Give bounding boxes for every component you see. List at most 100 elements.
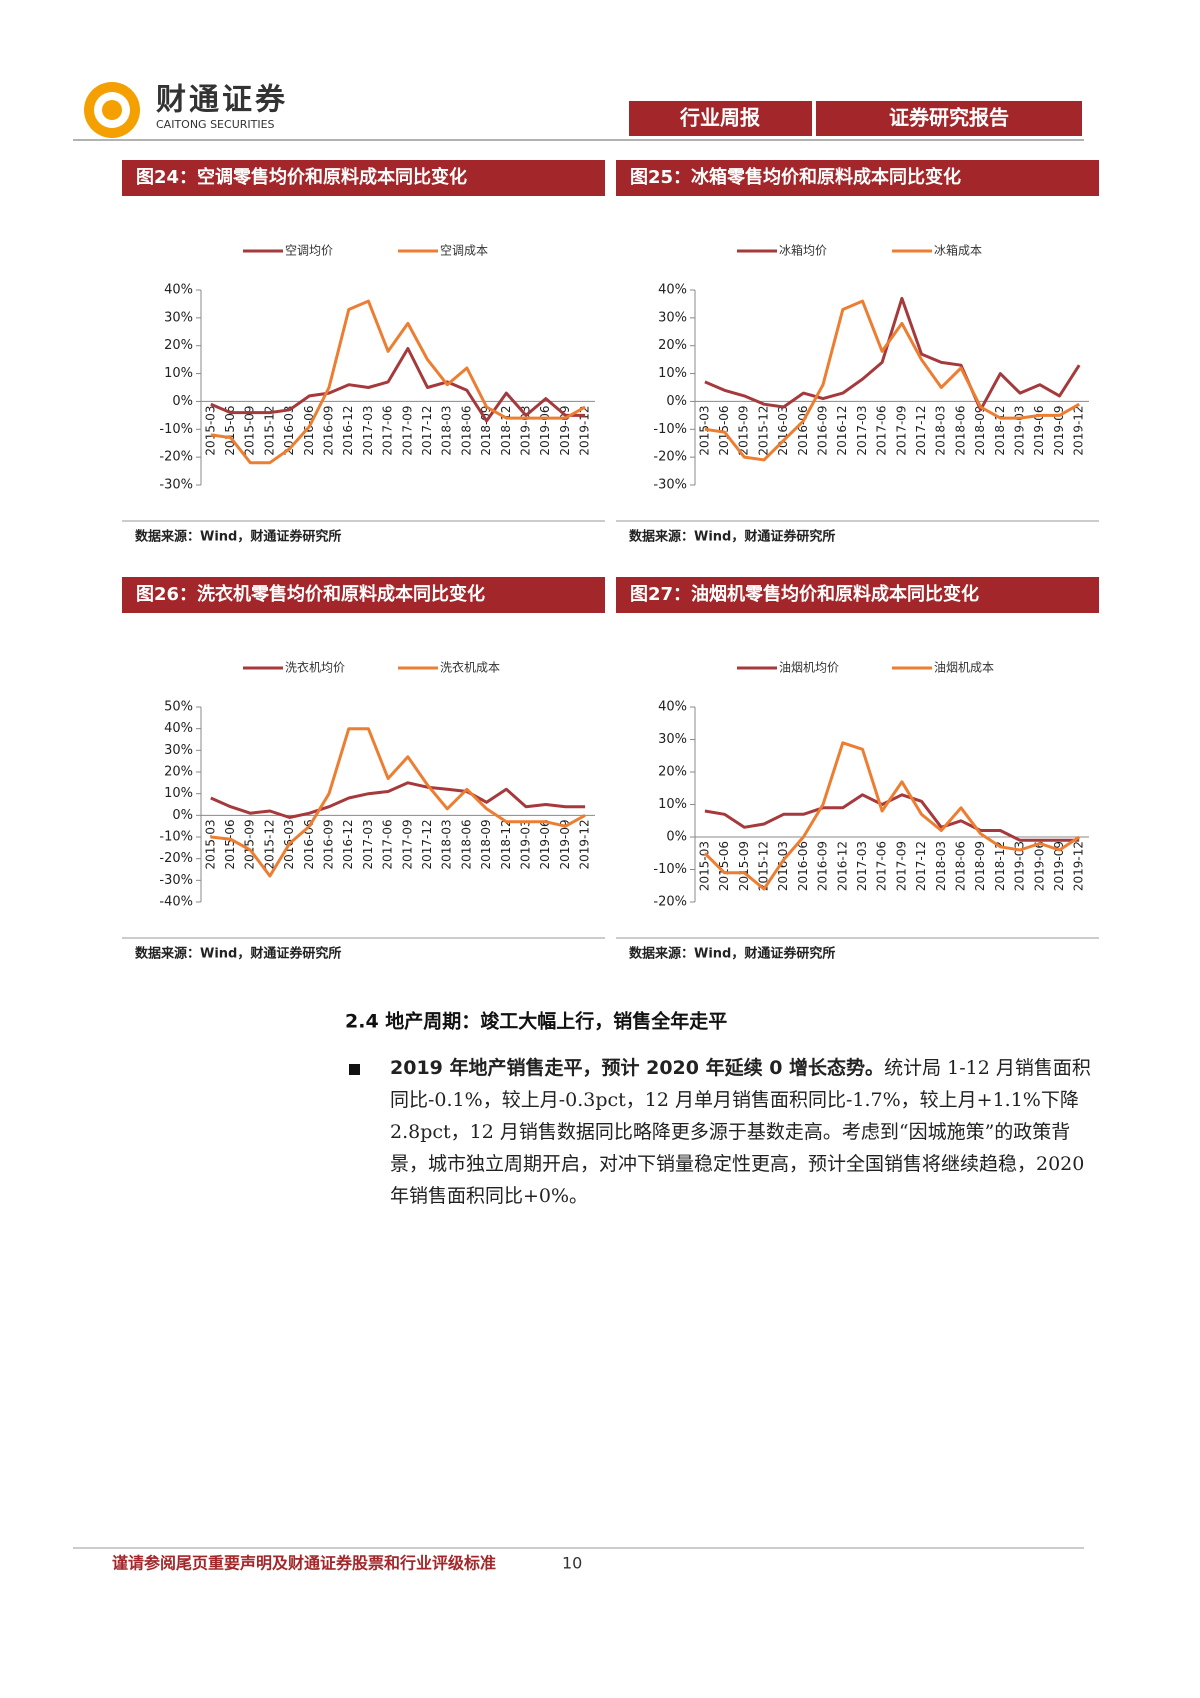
x-tick-label: 2016-12: [341, 819, 355, 869]
y-tick-label: -30%: [159, 478, 193, 493]
x-tick-label: 2017-06: [875, 405, 889, 455]
x-tick-label: 2018-06: [459, 819, 473, 869]
chart-source: 数据来源：Wind，财通证券研究所: [629, 529, 835, 545]
y-tick-label: 0%: [666, 394, 687, 409]
x-tick-label: 2017-09: [894, 841, 908, 891]
y-tick-label: -20%: [653, 450, 687, 465]
chart-title-bar: [616, 160, 1099, 196]
x-tick-label: 2016-03: [776, 841, 790, 891]
y-tick-label: -10%: [159, 830, 193, 845]
tag-box: [816, 101, 1082, 136]
chart-title: 图27：油烟机零售均价和原料成本同比变化: [630, 583, 979, 605]
y-tick-label: 30%: [164, 743, 193, 758]
x-tick-label: 2015-09: [243, 405, 257, 455]
legend-label: 油烟机均价: [779, 661, 839, 675]
y-tick-label: 30%: [658, 310, 687, 325]
y-tick-label: 50%: [164, 700, 193, 715]
footer-disclaimer: 谨请参阅尾页重要声明及财通证券股票和行业评级标准: [112, 1554, 496, 1573]
x-tick-label: 2018-03: [934, 841, 948, 891]
legend-label: 空调成本: [440, 244, 488, 258]
y-tick-label: -30%: [159, 873, 193, 888]
x-tick-label: 2016-09: [816, 405, 830, 455]
x-tick-label: 2015-03: [203, 819, 217, 869]
legend-label: 冰箱成本: [934, 243, 982, 258]
x-tick-label: 2017-12: [420, 405, 434, 455]
y-tick-label: 40%: [658, 283, 687, 298]
x-tick-label: 2015-12: [756, 841, 770, 891]
y-tick-label: 30%: [658, 732, 687, 747]
section-heading: 2.4 地产周期：竣工大幅上行，销售全年走平: [345, 1010, 727, 1033]
x-tick-label: 2019-03: [1013, 405, 1027, 455]
x-tick-label: 2019-09: [558, 405, 572, 455]
y-tick-label: -20%: [653, 895, 687, 910]
legend-label: 洗衣机成本: [440, 660, 500, 675]
series-line: [210, 299, 586, 465]
x-tick-label: 2018-12: [499, 819, 513, 869]
x-tick-label: 2019-06: [1032, 405, 1046, 455]
chart-title-bar: [616, 577, 1099, 613]
y-tick-label: 20%: [658, 765, 687, 780]
x-tick-label: 2019-06: [538, 819, 552, 869]
x-tick-label: 2017-06: [875, 841, 889, 891]
x-tick-label: 2017-12: [914, 841, 928, 891]
series-line: [210, 727, 586, 878]
legend-label: 洗衣机均价: [285, 660, 345, 675]
x-tick-label: 2016-06: [796, 841, 810, 891]
x-tick-label: 2017-03: [361, 819, 375, 869]
paragraph-lead: 2019 年地产销售走平，预计 2020 年延续 0 增长态势。: [390, 1057, 885, 1079]
x-tick-label: 2015-06: [223, 819, 237, 869]
x-tick-label: 2019-06: [1032, 841, 1046, 891]
x-tick-label: 2018-12: [993, 841, 1007, 891]
page-number: 10: [562, 1554, 582, 1573]
x-tick-label: 2019-09: [558, 819, 572, 869]
x-tick-label: 2016-09: [816, 841, 830, 891]
x-tick-label: 2017-03: [361, 405, 375, 455]
x-tick-label: 2016-06: [302, 819, 316, 869]
legend-label: 冰箱均价: [779, 243, 827, 258]
x-tick-label: 2017-06: [381, 819, 395, 869]
paragraph: 2019 年地产销售走平，预计 2020 年延续 0 增长态势。统计局 1-12…: [390, 1052, 1102, 1212]
legend-label: 油烟机成本: [934, 661, 994, 675]
x-tick-label: 2018-06: [953, 841, 967, 891]
bullet: [349, 1064, 360, 1075]
x-tick-label: 2018-06: [459, 405, 473, 455]
chart-title-bar: [122, 577, 605, 613]
x-tick-label: 2015-09: [737, 841, 751, 891]
x-tick-label: 2017-06: [381, 405, 395, 455]
x-tick-label: 2016-09: [322, 405, 336, 455]
y-tick-label: 0%: [172, 394, 193, 409]
company-name: 财通证券: [156, 83, 288, 118]
x-tick-label: 2016-12: [835, 841, 849, 891]
legend-label: 空调均价: [285, 244, 333, 258]
x-tick-label: 2015-09: [243, 819, 257, 869]
y-tick-label: 20%: [164, 765, 193, 780]
y-tick-label: -30%: [653, 478, 687, 493]
x-tick-label: 2017-09: [894, 405, 908, 455]
x-tick-label: 2019-09: [1052, 841, 1066, 891]
x-tick-label: 2017-09: [400, 405, 414, 455]
x-tick-label: 2016-03: [282, 405, 296, 455]
x-tick-label: 2015-03: [203, 405, 217, 455]
y-tick-label: 0%: [666, 830, 687, 845]
chart-source: 数据来源：Wind，财通证券研究所: [135, 946, 341, 962]
x-tick-label: 2017-03: [855, 405, 869, 455]
x-tick-label: 2018-09: [479, 819, 493, 869]
series-line: [704, 296, 1081, 412]
company-name-en: CAITONG SECURITIES: [156, 118, 275, 131]
y-tick-label: 40%: [164, 721, 193, 736]
x-tick-label: 2018-09: [973, 841, 987, 891]
y-tick-label: -10%: [159, 422, 193, 437]
x-tick-label: 2018-03: [934, 405, 948, 455]
x-tick-label: 2018-12: [499, 405, 513, 455]
x-tick-label: 2015-03: [697, 405, 711, 455]
x-tick-label: 2019-03: [519, 819, 533, 869]
y-tick-label: -20%: [159, 851, 193, 866]
tag: 行业周报: [679, 106, 760, 130]
x-tick-label: 2017-09: [400, 819, 414, 869]
x-tick-label: 2019-09: [1052, 405, 1066, 455]
x-tick-label: 2015-12: [262, 405, 276, 455]
paragraph-body: 统计局 1-12 月销售面积同比-0.1%，较上月-0.3pct，12 月单月销…: [390, 1057, 1091, 1207]
chart-title-bar: [122, 160, 605, 196]
logo: [84, 82, 140, 138]
